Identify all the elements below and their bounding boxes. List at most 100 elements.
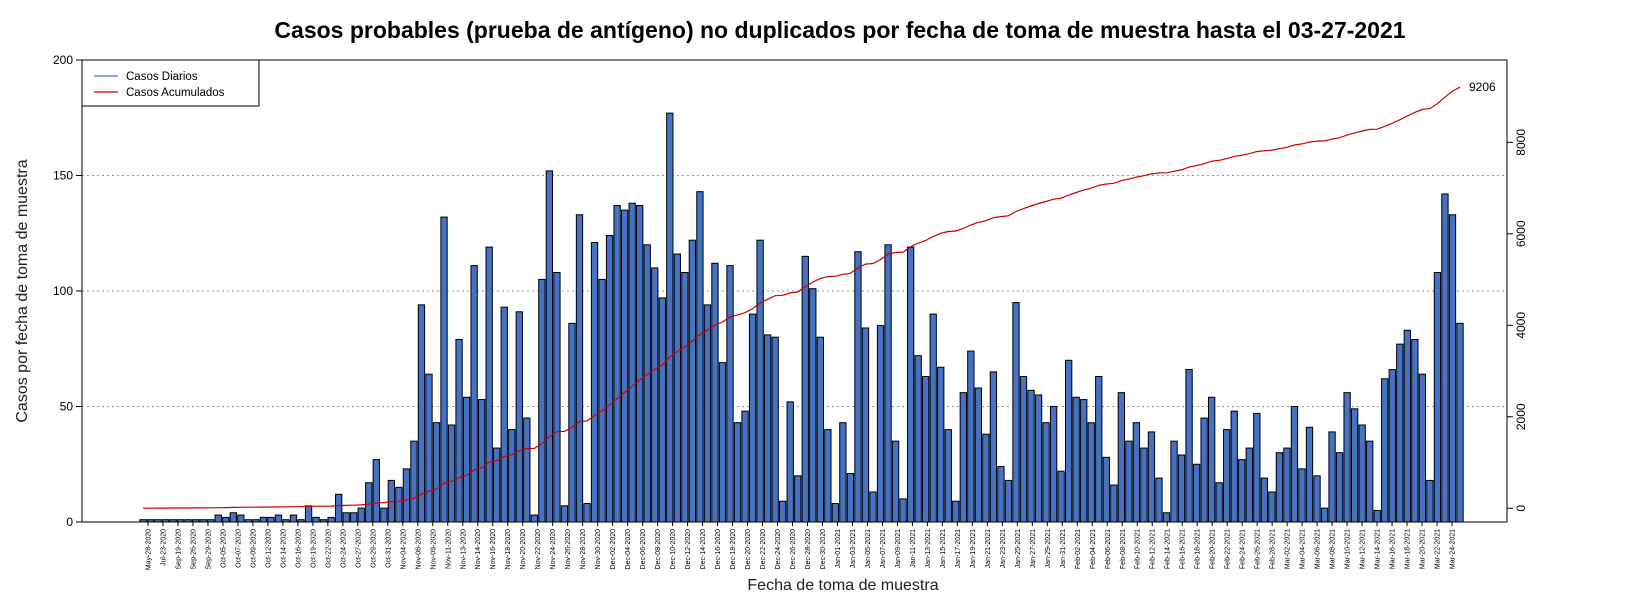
bar — [590, 241, 599, 523]
bar — [432, 422, 441, 523]
bar — [605, 235, 614, 523]
bar — [748, 313, 757, 523]
x-tick-label: Dec-30-2020 — [820, 529, 827, 570]
bar — [1328, 431, 1336, 523]
bar — [335, 493, 343, 523]
bar — [1373, 509, 1381, 523]
x-tick-label: Mar-14-2021 — [1375, 529, 1382, 569]
bar — [267, 516, 275, 523]
bar — [1065, 359, 1073, 523]
bar — [1381, 378, 1389, 523]
bar — [643, 244, 651, 523]
bar — [620, 209, 629, 523]
bar — [372, 459, 380, 523]
bar — [508, 429, 516, 523]
x-tick-label: Dec-22-2020 — [760, 529, 767, 570]
x-tick-label: Oct-29-2020 — [370, 529, 377, 568]
x-tick-label: Dec-16-2020 — [715, 529, 722, 570]
bar — [884, 244, 892, 523]
bar — [1223, 429, 1231, 523]
x-tick-label: Jan-01-2021 — [835, 529, 842, 568]
bar — [523, 417, 531, 523]
x-tick-label: Oct-05-2020 — [220, 529, 227, 568]
x-tick-label: Oct-07-2020 — [235, 529, 242, 568]
x-tick-label: Oct-09-2020 — [250, 529, 257, 568]
bar — [380, 507, 388, 523]
bar — [1125, 440, 1133, 523]
bar — [651, 267, 659, 523]
x-tick-label: Mar-20-2021 — [1420, 529, 1427, 569]
x-tick-label: Dec-04-2020 — [625, 529, 632, 570]
bar — [1426, 479, 1434, 523]
bar — [1396, 343, 1404, 523]
bar — [809, 288, 817, 523]
bar — [801, 255, 809, 523]
x-tick-label: Oct-14-2020 — [280, 529, 287, 568]
bar — [861, 327, 870, 523]
bar — [1343, 392, 1351, 523]
x-tick-label: Feb-24-2021 — [1240, 529, 1247, 569]
bar — [1260, 477, 1268, 523]
bar — [1268, 491, 1276, 523]
x-tick-label: Jan-31-2021 — [1060, 529, 1067, 568]
x-tick-label: Jan-27-2021 — [1030, 529, 1037, 568]
bar — [937, 366, 945, 523]
bar — [1283, 447, 1291, 523]
x-tick-label: Oct-24-2020 — [340, 529, 347, 568]
bar — [982, 433, 990, 523]
x-tick-label: Oct-31-2020 — [385, 529, 392, 568]
bar — [1238, 459, 1246, 523]
bar — [1147, 431, 1156, 523]
y2-tick-label: 0 — [1514, 505, 1528, 512]
bar — [974, 387, 983, 523]
bar — [1117, 392, 1126, 523]
x-tick-label: Feb-08-2021 — [1120, 529, 1127, 569]
x-tick-label: Mar-02-2021 — [1285, 529, 1292, 569]
x-tick-label: Nov-16-2020 — [490, 529, 497, 570]
x-tick-label: Feb-10-2021 — [1135, 529, 1142, 569]
bar — [876, 325, 885, 523]
bar — [658, 297, 666, 523]
bar — [229, 512, 237, 523]
y-axis-title: Casos por fecha de toma de muestra — [14, 159, 31, 422]
x-tick-label: Sep-29-2020 — [205, 529, 212, 570]
bar — [350, 512, 358, 523]
bar — [274, 514, 283, 523]
bar — [485, 246, 493, 523]
x-tick-label: Jan-13-2021 — [925, 529, 932, 568]
x-tick-label: Dec-12-2020 — [685, 529, 692, 570]
bar — [1185, 369, 1193, 523]
y-axis-right: 0 2000 4000 6000 8000 — [1507, 129, 1528, 512]
bar — [1034, 394, 1043, 523]
bar — [733, 422, 742, 523]
x-tick-label: Nov-28-2020 — [580, 529, 587, 570]
x-tick-label: Jan-15-2021 — [940, 529, 947, 568]
bar — [997, 466, 1005, 523]
x-tick-label: Nov-04-2020 — [400, 529, 407, 570]
bar — [628, 202, 636, 523]
bar — [538, 278, 546, 523]
bar — [771, 336, 779, 523]
bar — [1192, 463, 1201, 523]
bar — [967, 350, 975, 523]
bar — [425, 373, 433, 523]
bar — [1072, 396, 1080, 523]
x-tick-label: Nov-13-2020 — [460, 529, 467, 570]
bar — [816, 336, 824, 523]
bar — [357, 507, 365, 523]
bar — [636, 205, 644, 523]
bar — [681, 272, 689, 523]
x-tick-label: Nov-06-2020 — [415, 529, 422, 570]
bar — [703, 304, 712, 523]
bar — [560, 505, 569, 523]
bar — [1012, 302, 1020, 523]
x-tick-label: Jan-03-2021 — [850, 529, 857, 568]
bar — [1456, 322, 1464, 523]
x-tick-label: Mar-12-2021 — [1360, 529, 1367, 569]
x-tick-label: Oct-12-2020 — [265, 529, 272, 568]
bar — [237, 514, 245, 523]
bar — [989, 371, 998, 523]
bar — [1358, 424, 1366, 523]
bar — [899, 498, 907, 523]
